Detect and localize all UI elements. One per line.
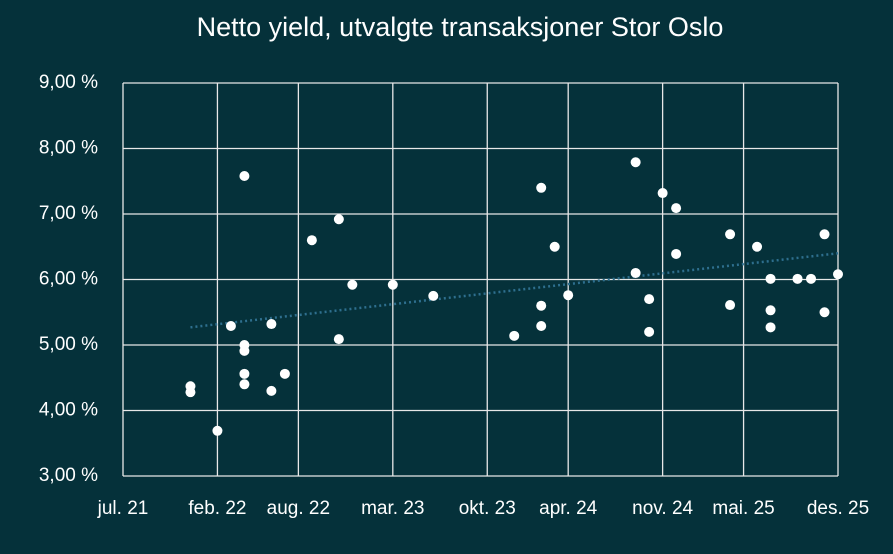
y-tick-label: 7,00 % [39, 203, 98, 224]
point [644, 326, 655, 337]
point [549, 241, 560, 252]
point [725, 300, 736, 311]
point [819, 307, 830, 318]
point [239, 368, 250, 379]
y-tick-label: 8,00 % [39, 138, 98, 159]
point [536, 300, 547, 311]
point [630, 267, 641, 278]
x-tick-label: jul. 21 [97, 498, 149, 519]
point [239, 379, 250, 390]
point [536, 321, 547, 332]
x-tick-label: mai. 25 [712, 498, 774, 519]
point [347, 279, 358, 290]
trendline [190, 252, 839, 329]
x-tick-label: mar. 23 [361, 498, 424, 519]
point [671, 203, 682, 214]
x-tick-label: des. 25 [807, 498, 869, 519]
y-tick-label: 5,00 % [39, 334, 98, 355]
point [765, 305, 776, 316]
point [806, 273, 817, 284]
point [765, 273, 776, 284]
point [266, 319, 277, 330]
point [563, 290, 574, 301]
point [765, 322, 776, 333]
point [644, 294, 655, 305]
point [671, 248, 682, 259]
point [239, 171, 250, 182]
point [212, 425, 223, 436]
y-tick-label: 3,00 % [39, 465, 98, 486]
x-tick-label: nov. 24 [632, 498, 693, 519]
point [428, 290, 439, 301]
point [833, 269, 843, 280]
x-tick-label: okt. 23 [459, 498, 516, 519]
point [752, 241, 763, 252]
point [185, 387, 196, 398]
point [536, 182, 547, 193]
point [279, 368, 290, 379]
point [509, 330, 520, 341]
point [225, 321, 236, 332]
point [333, 334, 344, 345]
y-tick-label: 6,00 % [39, 269, 98, 290]
point [239, 345, 250, 356]
point [306, 235, 317, 246]
x-tick-label: feb. 22 [188, 498, 246, 519]
y-tick-label: 4,00 % [39, 400, 98, 421]
point [792, 273, 803, 284]
point [657, 188, 668, 199]
point [266, 385, 277, 396]
x-tick-label: aug. 22 [267, 498, 330, 519]
point [725, 229, 736, 240]
point [819, 229, 830, 240]
point [333, 214, 344, 225]
point [387, 279, 398, 290]
chart-title: Netto yield, utvalgte transaksjoner Stor… [197, 12, 724, 42]
point [630, 157, 641, 168]
x-tick-label: apr. 24 [539, 498, 598, 519]
y-tick-label: 9,00 % [39, 72, 98, 93]
